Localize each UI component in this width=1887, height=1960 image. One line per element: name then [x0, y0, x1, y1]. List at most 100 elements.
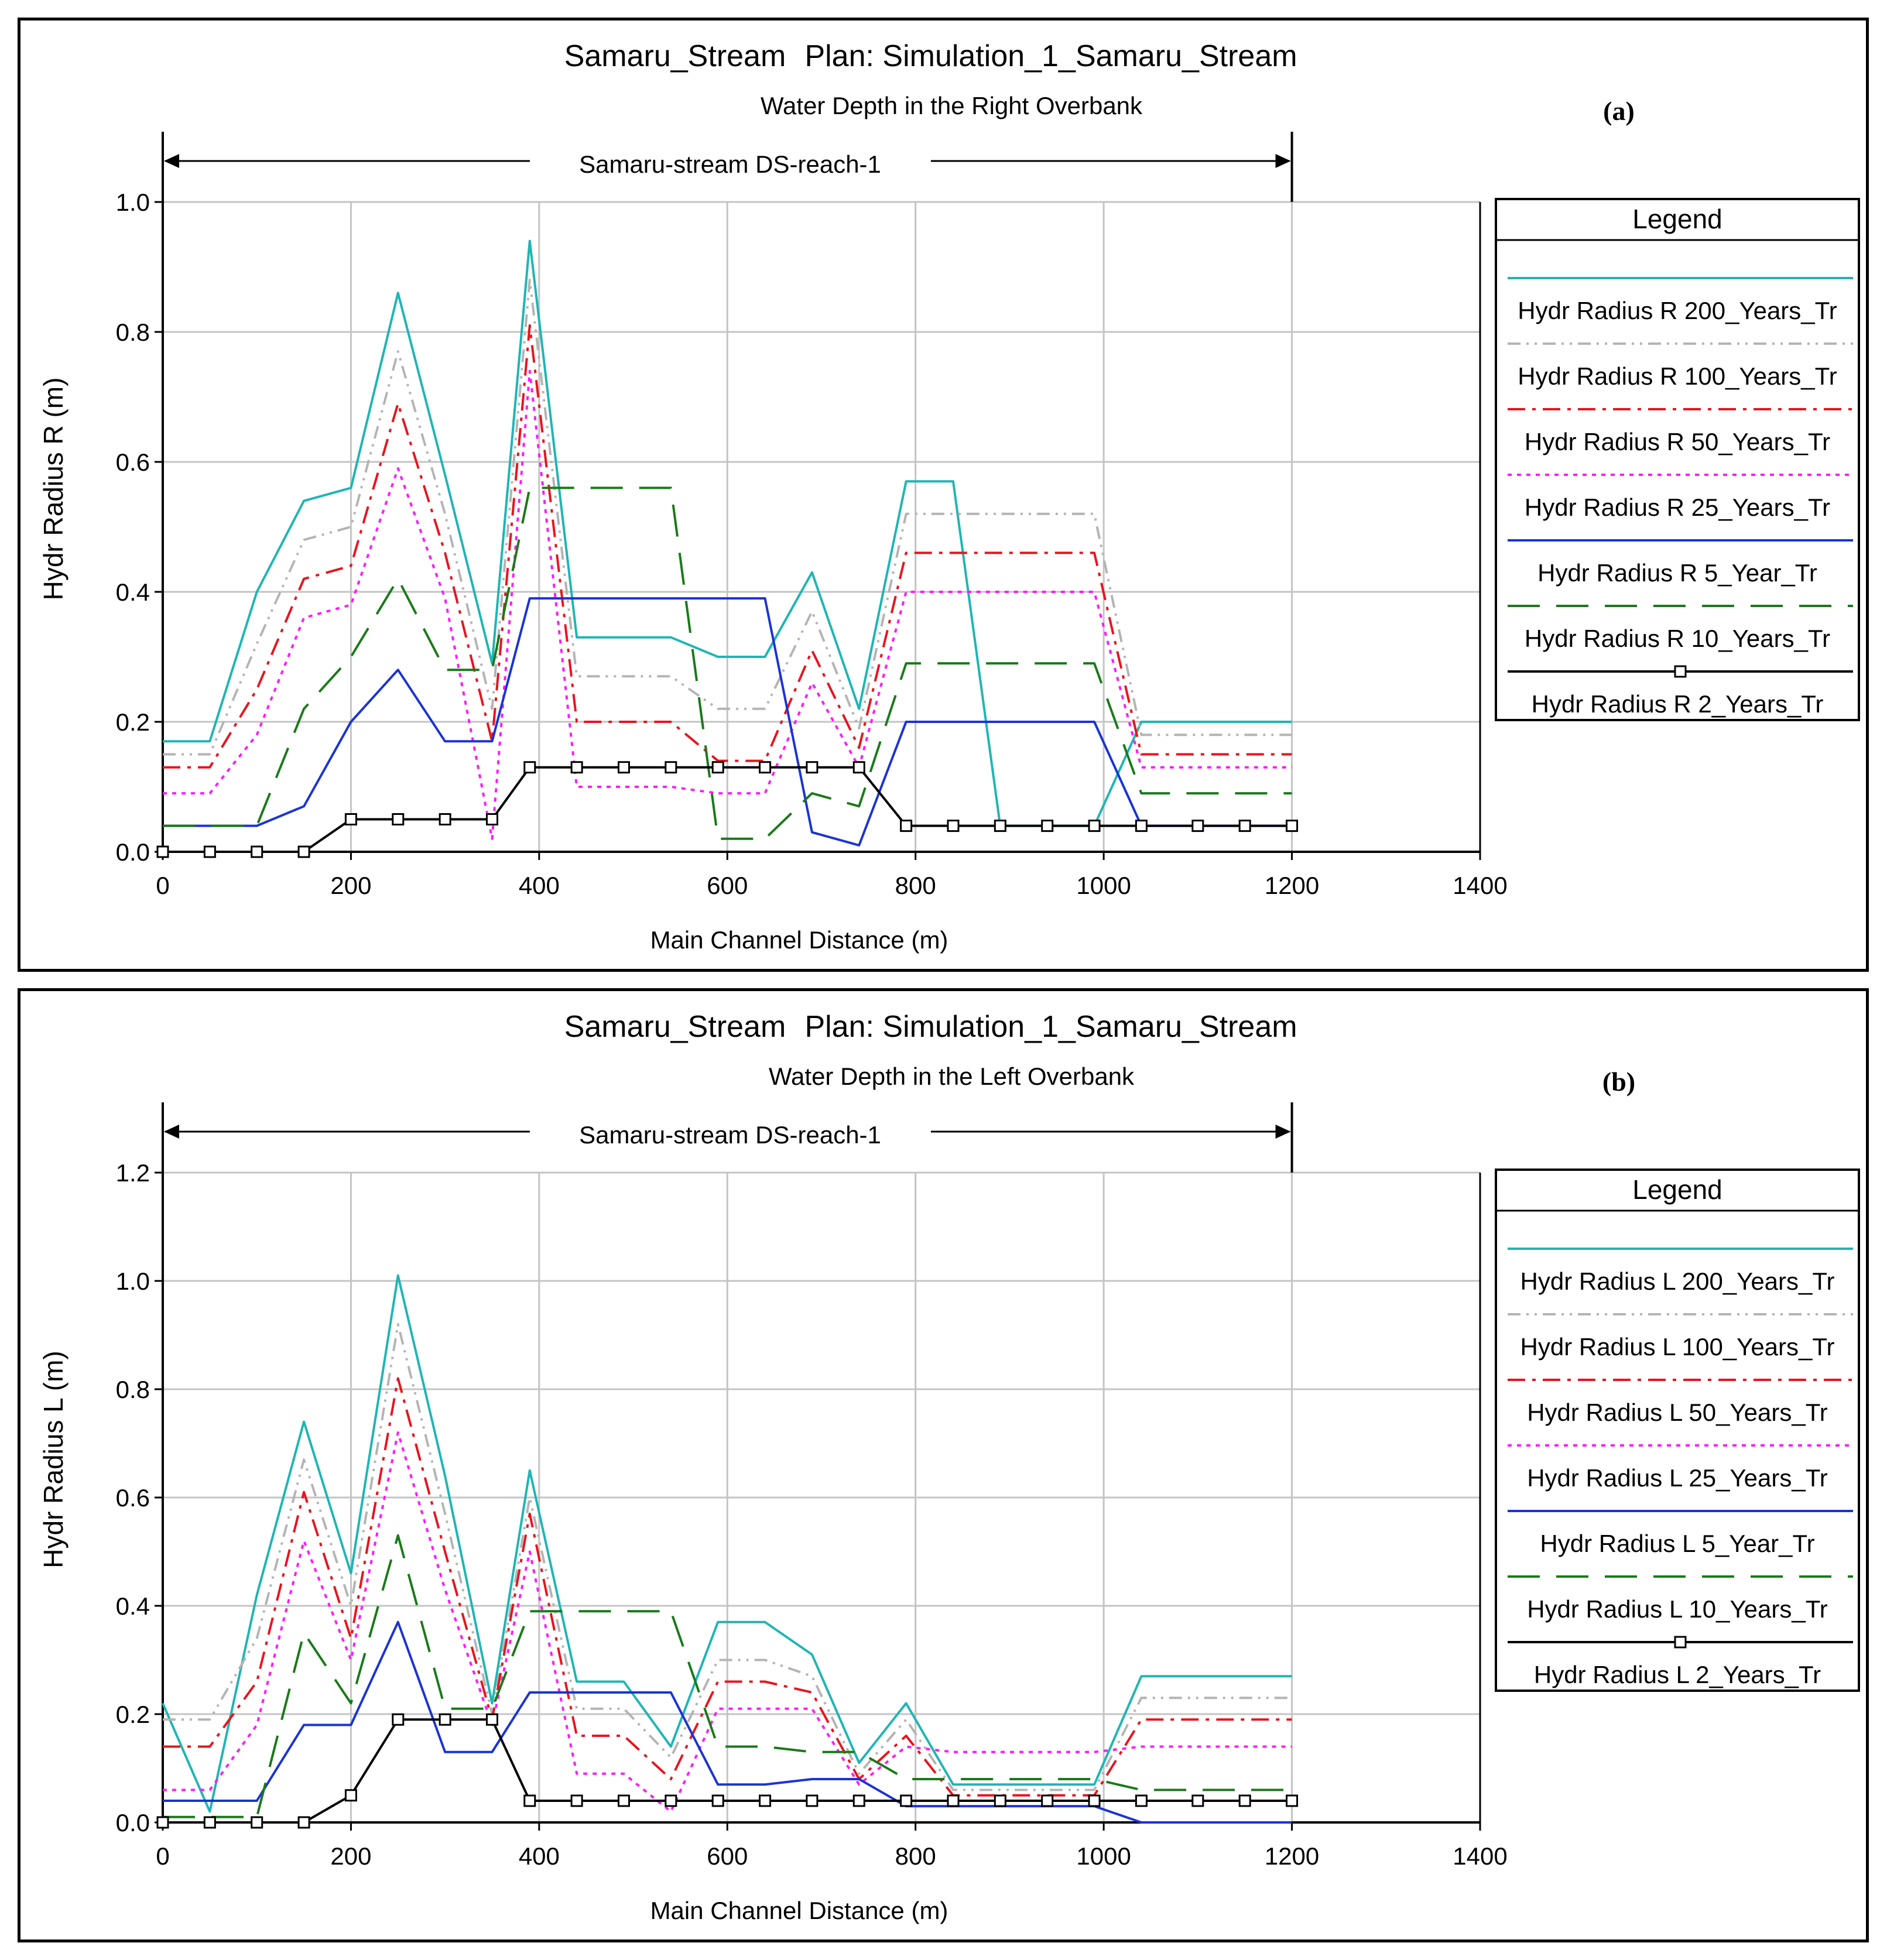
legend-entry-label: Hydr Radius L 50_Years_Tr	[1527, 1399, 1828, 1426]
legend-entry-label: Hydr Radius R 25_Years_Tr	[1525, 494, 1830, 521]
data-point-marker	[1286, 820, 1299, 832]
reach-arrow-right-head	[1275, 154, 1291, 168]
data-point-marker	[618, 1794, 630, 1807]
legend-marker	[1674, 1636, 1687, 1649]
data-point-marker	[439, 813, 451, 825]
reach-extent-arrow	[164, 1102, 1293, 1173]
data-point-marker	[344, 1789, 357, 1802]
reach-label: Samaru-stream DS-reach-1	[579, 150, 881, 178]
legend-title: Legend	[1632, 204, 1722, 234]
x-axis-label: Main Channel Distance (m)	[650, 926, 948, 954]
x-tick-label: 1200	[1265, 872, 1319, 899]
x-tick-label: 1400	[1453, 1842, 1507, 1870]
reach-arrow-left-head	[164, 154, 179, 168]
grid	[162, 1171, 1481, 1824]
y-tick-label: 0.0	[116, 1809, 150, 1836]
x-tick-label: 1000	[1076, 872, 1131, 899]
data-point-marker	[994, 820, 1006, 832]
data-point-marker	[759, 761, 772, 774]
x-tick-label: 600	[707, 872, 748, 899]
chart-subtitle: Water Depth in the Right Overbank	[761, 92, 1143, 119]
data-point-marker	[618, 761, 630, 774]
data-point-marker	[759, 1794, 772, 1807]
x-tick-label: 800	[895, 872, 936, 899]
x-tick-label: 400	[519, 1842, 560, 1870]
data-point-marker	[665, 761, 677, 774]
x-tick-label: 0	[156, 872, 169, 899]
data-point-marker	[486, 1713, 498, 1726]
y-axis-label: Hydr Radius L (m)	[38, 1351, 69, 1568]
chart-subtitle: Water Depth in the Left Overbank	[769, 1063, 1135, 1090]
data-point-marker	[203, 845, 216, 858]
chart-a-svg: Samaru_Stream Plan: Simulation_1_Samaru_…	[38, 39, 1860, 954]
chart-title: Samaru_Stream	[564, 39, 786, 73]
legend-entry-label: Hydr Radius R 100_Years_Tr	[1518, 362, 1837, 390]
legend-entry-label: Hydr Radius L 2_Years_Tr	[1534, 1661, 1821, 1688]
data-point-marker	[1088, 1794, 1101, 1807]
x-tick-label: 600	[707, 1842, 748, 1870]
y-tick-label: 0.8	[116, 1376, 150, 1403]
data-point-marker	[711, 761, 724, 774]
data-point-marker	[297, 1816, 310, 1829]
legend-entry-label: Hydr Radius R 200_Years_Tr	[1518, 297, 1837, 324]
x-tick-label: 200	[330, 1842, 371, 1870]
data-point-marker	[900, 820, 913, 832]
legend: Legend Hydr Radius L 200_Years_Tr Hydr Ra…	[1495, 1169, 1860, 1692]
y-tick-label: 0.8	[116, 318, 150, 346]
series-line-t5	[163, 597, 1292, 847]
data-point-marker	[1088, 820, 1101, 832]
data-point-marker	[523, 761, 536, 774]
data-point-marker	[251, 845, 263, 858]
legend-title: Legend	[1632, 1174, 1722, 1205]
y-tick-label: 1.0	[116, 189, 150, 216]
x-axis-label: Main Channel Distance (m)	[650, 1897, 948, 1924]
y-tick-label: 0.2	[116, 1701, 150, 1728]
data-point-marker	[1135, 820, 1148, 832]
data-point-marker	[486, 813, 498, 825]
chart-plan: Plan: Simulation_1_Samaru_Stream	[804, 39, 1297, 73]
data-point-marker	[947, 1794, 960, 1807]
y-tick-label: 0.6	[116, 448, 150, 476]
data-point-marker	[392, 813, 405, 825]
legend-marker	[1674, 665, 1687, 678]
axis-ticks: 0 200 400 600 800 1000 1200 1400 0.0 0.2 0.4 0.6 0.8…	[116, 132, 1508, 899]
series-line-t50	[163, 324, 1292, 769]
legend: Legend Hydr Radius R 200_Years_Tr Hydr Ra…	[1495, 198, 1860, 721]
data-point-marker	[1238, 820, 1251, 832]
legend-entry-label: Hydr Radius R 2_Years_Tr	[1532, 690, 1824, 718]
y-tick-label: 0.6	[116, 1484, 150, 1512]
data-point-marker	[392, 1713, 405, 1726]
x-tick-label: 1000	[1076, 1842, 1131, 1870]
data-point-marker	[156, 1816, 169, 1829]
series-line-t25	[163, 1431, 1292, 1813]
legend-entry-label: Hydr Radius R 5_Year_Tr	[1537, 559, 1817, 587]
chart-panel-b: Samaru_Stream Plan: Simulation_1_Samaru_…	[18, 988, 1869, 1942]
y-axis-label: Hydr Radius R (m)	[38, 378, 69, 601]
data-point-marker	[344, 813, 357, 825]
chart-panel-a: Samaru_Stream Plan: Simulation_1_Samaru_…	[18, 18, 1869, 972]
data-point-marker	[1041, 820, 1054, 832]
y-tick-label: 0.2	[116, 708, 150, 736]
series-group	[156, 239, 1299, 858]
x-tick-label: 1200	[1265, 1842, 1319, 1870]
legend-entry-label: Hydr Radius L 5_Year_Tr	[1540, 1530, 1814, 1557]
reach-label: Samaru-stream DS-reach-1	[579, 1121, 881, 1149]
legend-entry-label: Hydr Radius L 100_Years_Tr	[1520, 1333, 1835, 1361]
data-point-marker	[711, 1794, 724, 1807]
series-line-t10	[163, 486, 1292, 840]
data-point-marker	[852, 761, 865, 774]
chart-title: Samaru_Stream	[564, 1010, 786, 1044]
reach-arrow-right-head	[1275, 1125, 1291, 1139]
y-tick-label: 1.2	[116, 1159, 150, 1187]
data-point-marker	[1286, 1794, 1299, 1807]
legend-entry-label: Hydr Radius R 50_Years_Tr	[1525, 428, 1830, 455]
reach-arrow-left-head	[164, 1125, 179, 1139]
reach-extent-arrow	[164, 132, 1293, 202]
data-point-marker	[439, 1713, 451, 1726]
y-tick-label: 0.0	[116, 838, 150, 866]
data-point-marker	[1191, 820, 1204, 832]
data-point-marker	[665, 1794, 677, 1807]
series-group	[156, 1274, 1299, 1829]
data-point-marker	[251, 1816, 263, 1829]
chart-b-svg: Samaru_Stream Plan: Simulation_1_Samaru_…	[38, 1010, 1860, 1924]
